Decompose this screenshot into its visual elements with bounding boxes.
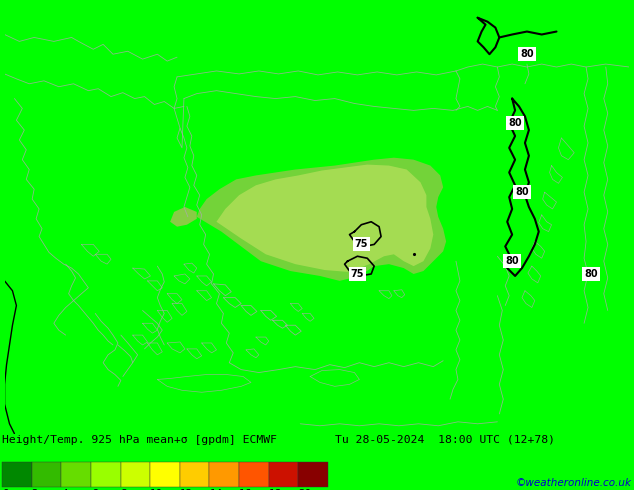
Polygon shape xyxy=(170,207,197,227)
Bar xyxy=(120,463,150,487)
Text: 10: 10 xyxy=(150,489,164,490)
Text: 2: 2 xyxy=(32,489,38,490)
Bar xyxy=(2,463,32,487)
Polygon shape xyxy=(216,165,433,272)
Text: 6: 6 xyxy=(91,489,98,490)
Text: 0: 0 xyxy=(2,489,8,490)
Text: 14: 14 xyxy=(209,489,223,490)
Text: 80: 80 xyxy=(515,187,529,197)
Text: 12: 12 xyxy=(180,489,193,490)
Text: Height/Temp. 925 hPa mean+σ [gpdm] ECMWF: Height/Temp. 925 hPa mean+σ [gpdm] ECMWF xyxy=(2,435,277,444)
Polygon shape xyxy=(197,158,446,281)
Text: 8: 8 xyxy=(120,489,127,490)
Bar xyxy=(299,463,328,487)
Text: 4: 4 xyxy=(61,489,68,490)
Text: 75: 75 xyxy=(351,269,364,279)
Bar xyxy=(269,463,299,487)
Text: 75: 75 xyxy=(354,240,368,249)
Bar xyxy=(32,463,61,487)
Text: 80: 80 xyxy=(508,118,522,128)
Text: 80: 80 xyxy=(520,49,534,59)
Bar xyxy=(209,463,239,487)
Bar xyxy=(239,463,269,487)
Text: Tu 28-05-2024  18:00 UTC (12+78): Tu 28-05-2024 18:00 UTC (12+78) xyxy=(335,435,555,444)
Bar xyxy=(91,463,120,487)
Text: ©weatheronline.co.uk: ©weatheronline.co.uk xyxy=(516,478,632,488)
Bar xyxy=(180,463,209,487)
Text: 20: 20 xyxy=(299,489,311,490)
Text: 80: 80 xyxy=(584,269,598,279)
Bar xyxy=(61,463,91,487)
Text: 16: 16 xyxy=(239,489,252,490)
Text: 18: 18 xyxy=(269,489,282,490)
Text: 80: 80 xyxy=(505,256,519,266)
Bar xyxy=(150,463,180,487)
